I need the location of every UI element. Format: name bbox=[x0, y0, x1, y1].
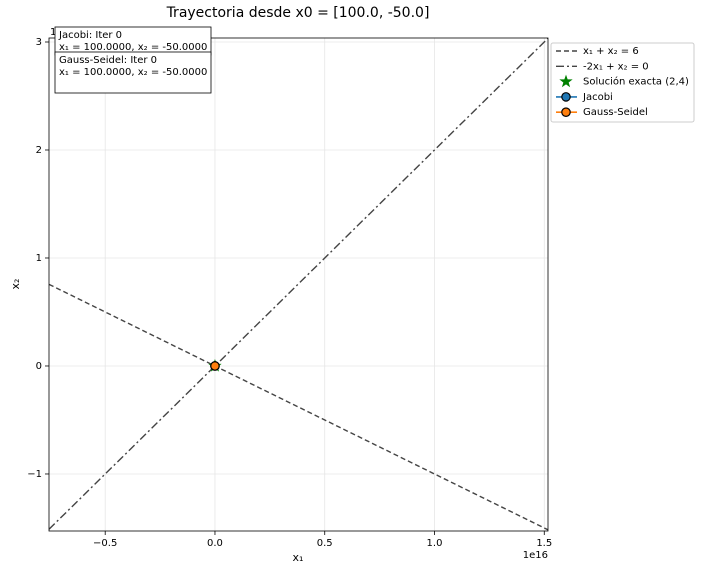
grid bbox=[49, 38, 548, 531]
annotation-text: Gauss-Seidel: Iter 0 bbox=[59, 55, 157, 66]
annotation-frame bbox=[54, 26, 212, 56]
axes-frame bbox=[48, 37, 549, 532]
y-tick-label: 1 bbox=[36, 253, 42, 264]
plot-area bbox=[49, 38, 548, 531]
legend-label: x₁ + x₂ = 6 bbox=[583, 46, 639, 57]
x-tick-label: 0.5 bbox=[317, 538, 333, 549]
annotation-box: Jacobi: Iter 0 x₁ = 100.0000, x₂ = -50.0… bbox=[54, 26, 212, 56]
chart-title: Trayectoria desde x0 = [100.0, -50.0] bbox=[166, 5, 430, 21]
y-tick-label: −1 bbox=[27, 469, 42, 480]
x-tick-label: −0.5 bbox=[93, 538, 117, 549]
legend: x₁ + x₂ = 6 -2x₁ + x₂ = 0 Solución exacta … bbox=[556, 46, 689, 118]
legend-handle bbox=[561, 92, 571, 102]
y-axis-label: x₂ bbox=[9, 279, 22, 290]
x-tick-label: 1.0 bbox=[427, 538, 443, 549]
line bbox=[49, 283, 548, 531]
x-tick-label: 1.5 bbox=[536, 538, 552, 549]
annotation-text: x₁ = 100.0000, x₂ = -50.0000 bbox=[59, 67, 207, 78]
legend-handle bbox=[559, 74, 573, 88]
legend-frame bbox=[550, 42, 695, 123]
legend-label: Gauss-Seidel bbox=[583, 107, 648, 118]
annotation-box: Gauss-Seidel: Iter 0 x₁ = 100.0000, x₂ =… bbox=[54, 51, 212, 94]
y-tick-label: 3 bbox=[36, 37, 42, 48]
legend-label: -2x₁ + x₂ = 0 bbox=[583, 61, 649, 72]
annotation-text: Jacobi: Iter 0 bbox=[58, 30, 122, 41]
legend-label: Solución exacta (2,4) bbox=[583, 76, 689, 88]
annotation-text: x₁ = 100.0000, x₂ = -50.0000 bbox=[59, 42, 207, 53]
marker bbox=[210, 361, 220, 371]
x-axis-label: x₁ bbox=[293, 551, 304, 564]
y-tick-label: 2 bbox=[36, 145, 42, 156]
y-tick-label: 0 bbox=[36, 361, 42, 372]
legend-handle bbox=[561, 107, 571, 117]
x-offset-label: 1e16 bbox=[523, 550, 548, 561]
legend-label: Jacobi bbox=[582, 92, 613, 103]
ticks: −0.5 0.0 0.5 1.0 1.5 −1 0 1 2 3 bbox=[27, 37, 552, 549]
annotation-frame bbox=[54, 51, 212, 94]
line bbox=[49, 38, 548, 530]
x-tick-label: 0.0 bbox=[207, 538, 223, 549]
